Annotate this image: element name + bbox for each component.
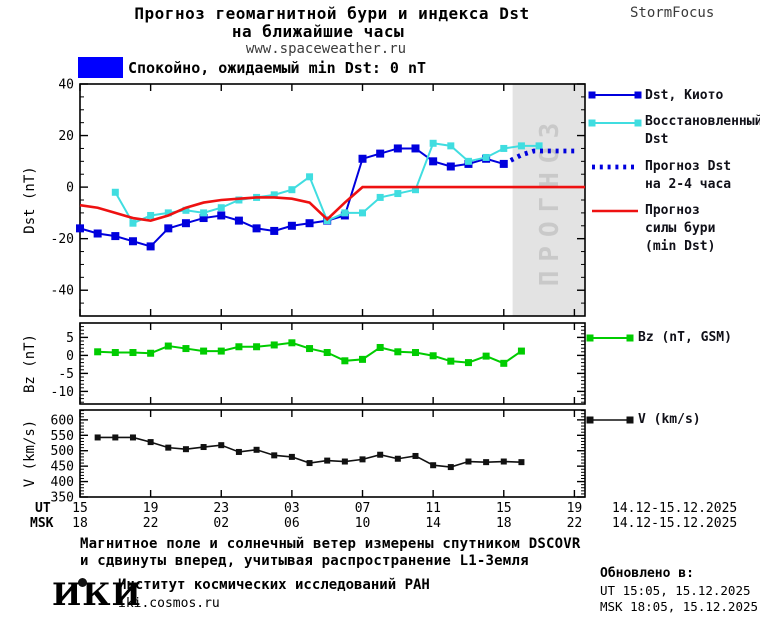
org-name: Институт космических исследований РАН [118, 577, 430, 593]
legend-restored-dst-line2: Dst [645, 132, 669, 147]
svg-text:19: 19 [567, 501, 583, 516]
bz-axis-label: Bz (nT) [22, 334, 38, 393]
x-axis-labels: UTMSK1518192223020306071011141518192214.… [30, 501, 737, 531]
svg-text:UT: UT [35, 501, 51, 516]
updated-time-msk: MSK 18:05, 15.12.2025 [600, 599, 759, 614]
brand-label: StormFocus [630, 5, 715, 21]
svg-text:20: 20 [58, 129, 74, 144]
svg-text:-40: -40 [51, 284, 74, 299]
bz-plot: 5 0 -5 -10 Bz (nT) [22, 322, 586, 405]
legend-dst-kyoto: Dst, Киото [645, 88, 724, 103]
svg-text:0: 0 [66, 349, 74, 364]
svg-text:550: 550 [51, 429, 74, 444]
legend-restored-dst-line1: Восстановленный [645, 114, 760, 129]
svg-text:18: 18 [72, 516, 88, 531]
status-text: Спокойно, ожидаемый min Dst: 0 nT [128, 59, 427, 77]
legend-bz: Bz (nT, GSM) [638, 330, 732, 345]
svg-text:18: 18 [496, 516, 512, 531]
legend-v: V (km/s) [638, 412, 701, 427]
footer-note-line2: и сдвинуты вперед, учитывая распростране… [80, 553, 529, 569]
updated-label: Обновлено в: [600, 566, 694, 581]
svg-text:22: 22 [143, 516, 159, 531]
svg-text:15: 15 [496, 501, 512, 516]
svg-text:500: 500 [51, 444, 74, 459]
org-site: iki.cosmos.ru [118, 596, 220, 611]
legend-storm-strength-line3: (min Dst) [645, 239, 716, 254]
svg-text:600: 600 [51, 413, 74, 428]
iki-logo-dot-icon [78, 578, 87, 587]
svg-text:19: 19 [143, 501, 159, 516]
dst-series-3 [79, 185, 585, 222]
svg-text:400: 400 [51, 475, 74, 490]
svg-text:06: 06 [284, 516, 300, 531]
svg-text:23: 23 [213, 501, 229, 516]
svg-text:MSK: MSK [30, 516, 54, 531]
svg-text:-10: -10 [51, 385, 74, 400]
dst-series-2 [502, 148, 575, 167]
svg-text:40: 40 [58, 78, 74, 93]
forecast-band-label: ПРОГНОЗ [535, 114, 565, 287]
iki-logo-text: ИКИ [52, 577, 142, 613]
legend-forecast-dst-line1: Прогноз Dst [645, 159, 732, 174]
svg-text:0: 0 [66, 181, 74, 196]
svg-text:5: 5 [66, 331, 74, 346]
svg-text:22: 22 [567, 516, 583, 531]
dst-plot: ПРОГНОЗ 40 20 0 -20 -40 Dst (nT) [22, 78, 586, 317]
svg-text:15: 15 [72, 501, 88, 516]
svg-text:10: 10 [355, 516, 371, 531]
svg-text:450: 450 [51, 460, 74, 475]
status-swatch [78, 57, 123, 78]
page-subtitle: на ближайшие часы [231, 22, 405, 41]
svg-text:02: 02 [213, 516, 229, 531]
iki-logo: ИКИ [52, 577, 142, 613]
svg-text:-5: -5 [58, 367, 74, 382]
v-axis-label: V (km/s) [22, 420, 38, 487]
page-title: Прогноз геомагнитной бури и индекса Dst [134, 4, 530, 23]
svg-text:-20: -20 [51, 232, 74, 247]
legend-forecast-dst-line2: на 2-4 часа [645, 177, 732, 192]
footer-note-line1: Магнитное поле и солнечный ветер измерен… [80, 536, 581, 552]
svg-text:350: 350 [51, 491, 74, 506]
svg-text:11: 11 [425, 501, 441, 516]
svg-text:03: 03 [284, 501, 300, 516]
dst-axis-label: Dst (nT) [22, 166, 38, 233]
site-url: www.spaceweather.ru [245, 41, 407, 57]
svg-text:14: 14 [425, 516, 441, 531]
updated-time-ut: UT 15:05, 15.12.2025 [600, 583, 751, 598]
svg-text:07: 07 [355, 501, 371, 516]
svg-text:14.12-15.12.2025: 14.12-15.12.2025 [612, 501, 737, 516]
svg-text:14.12-15.12.2025: 14.12-15.12.2025 [612, 516, 737, 531]
forecast-band [512, 84, 585, 316]
legend-storm-strength-line1: Прогноз [645, 203, 700, 218]
legend-storm-strength-line2: силы бури [645, 221, 716, 236]
